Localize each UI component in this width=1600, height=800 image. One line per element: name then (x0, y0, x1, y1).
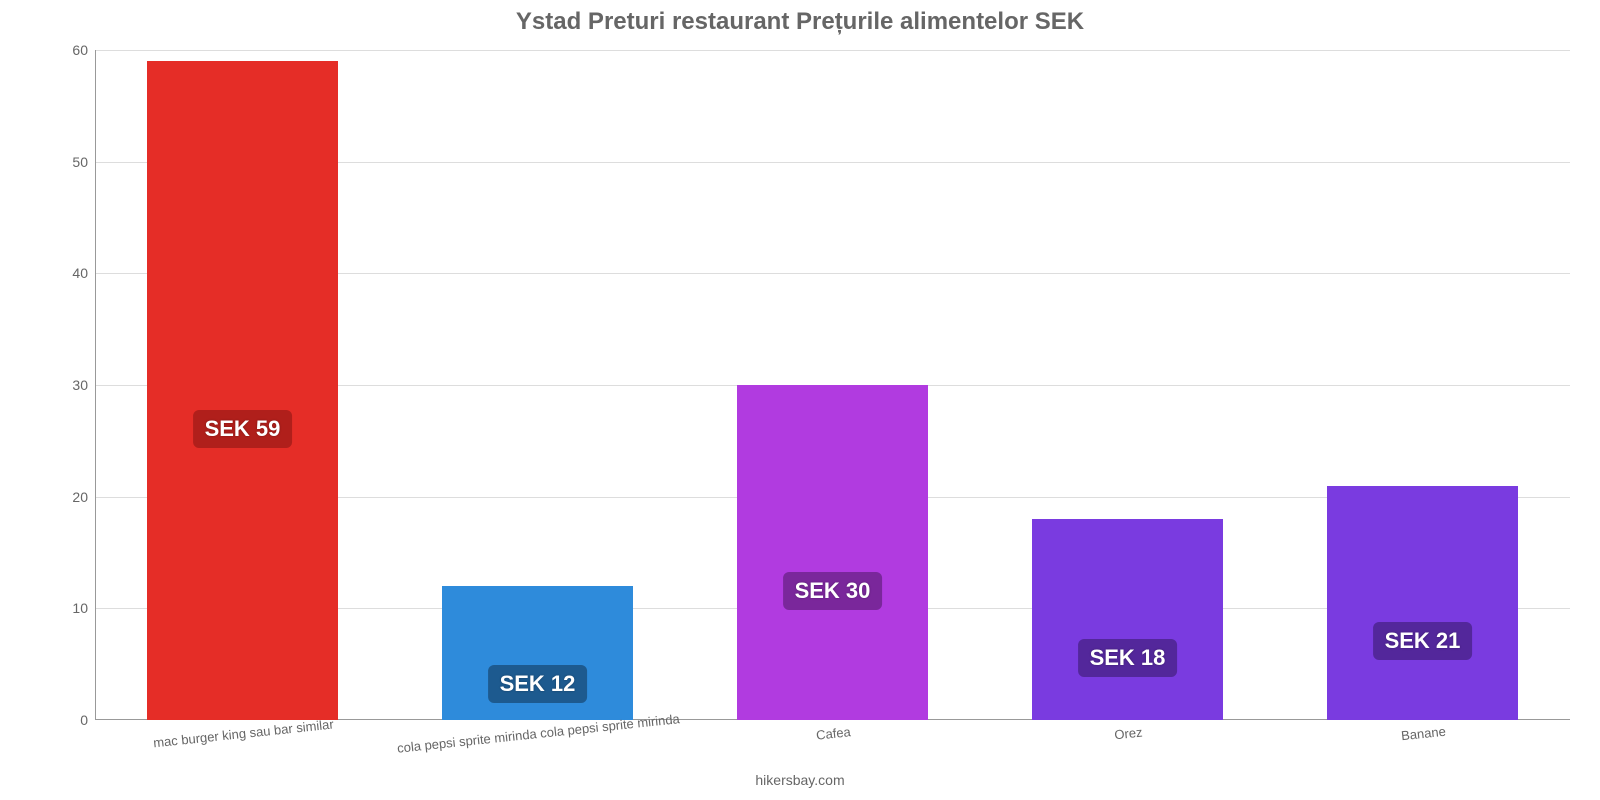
y-tick-label: 30 (50, 377, 88, 393)
value-badge: SEK 59 (193, 410, 293, 448)
credit-text: hikersbay.com (0, 772, 1600, 788)
y-tick-label: 50 (50, 154, 88, 170)
bar (737, 385, 929, 720)
bar (1327, 486, 1519, 721)
value-badge: SEK 30 (783, 572, 883, 610)
chart-title: Ystad Preturi restaurant Prețurile alime… (0, 0, 1600, 36)
bar (147, 61, 339, 720)
value-badge: SEK 18 (1078, 639, 1178, 677)
price-bar-chart: Ystad Preturi restaurant Prețurile alime… (0, 0, 1600, 800)
bars-container: SEK 59 SEK 12 SEK 30 SEK 18 SEK 21 (95, 50, 1570, 720)
value-badge: SEK 21 (1373, 622, 1473, 660)
y-tick-label: 20 (50, 489, 88, 505)
bar (1032, 519, 1224, 720)
y-tick-label: 40 (50, 265, 88, 281)
y-tick-label: 10 (50, 600, 88, 616)
plot-area: 0102030405060 SEK 59SEK 12SEK 30SEK 18SE… (95, 50, 1570, 720)
value-badge: SEK 12 (488, 665, 588, 703)
y-tick-label: 60 (50, 42, 88, 58)
